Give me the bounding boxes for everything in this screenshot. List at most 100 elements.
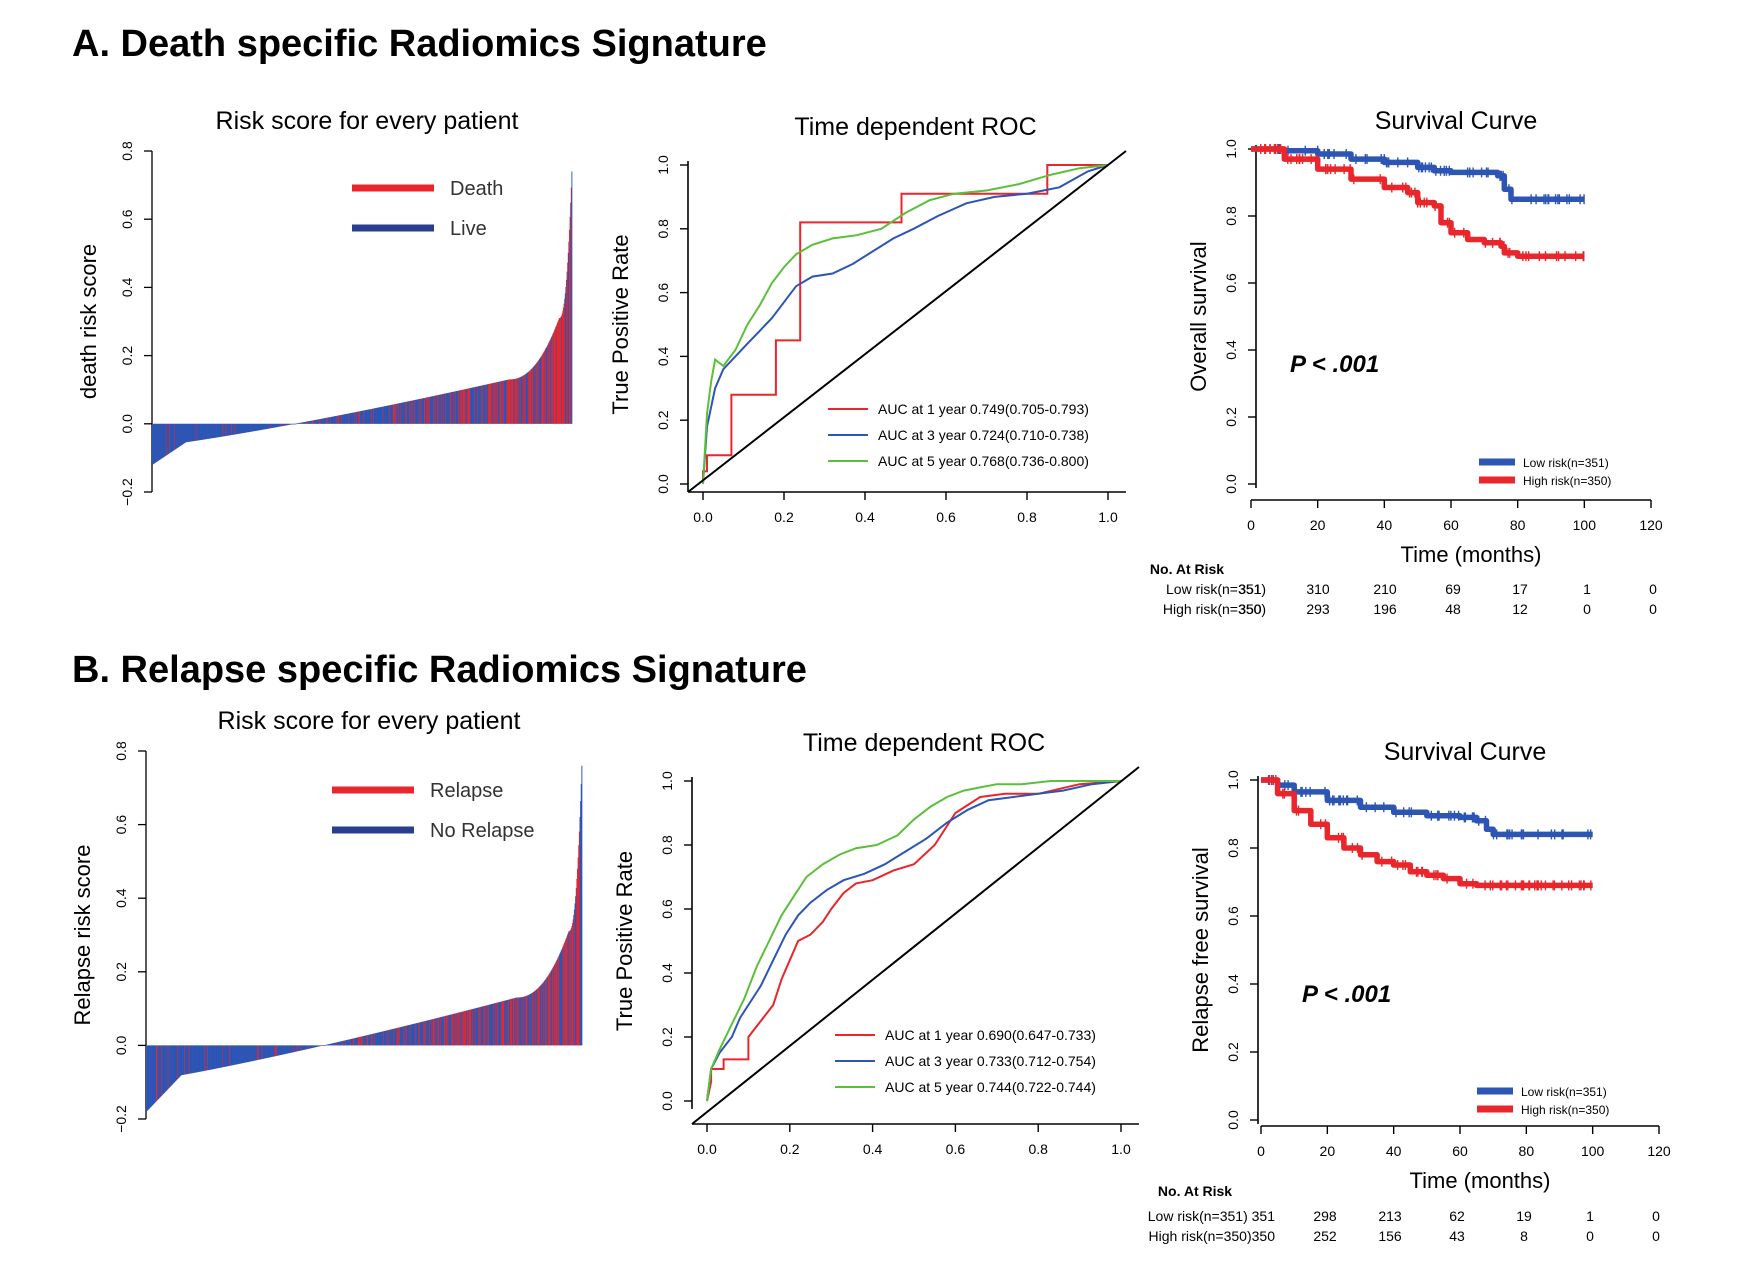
waterfall-bar — [389, 405, 391, 424]
waterfall-bar — [452, 391, 454, 424]
roc-legend-label: AUC at 1 year 0.749(0.705-0.793) — [878, 401, 1089, 417]
waterfall-bar — [379, 1032, 381, 1046]
waterfall-bar — [486, 384, 488, 424]
waterfall-bar — [486, 1005, 488, 1046]
waterfall-bar — [195, 423, 197, 441]
waterfall-bar — [249, 423, 251, 432]
waterfall-bar — [249, 423, 251, 432]
waterfall-bar — [528, 371, 530, 424]
waterfall-bar — [490, 383, 492, 424]
waterfall-bar — [248, 423, 250, 433]
waterfall-bar — [374, 1033, 376, 1046]
waterfall-bar — [375, 1033, 377, 1046]
waterfall-bar — [292, 1045, 294, 1053]
waterfall-bar — [159, 423, 161, 460]
waterfall-bar — [531, 993, 532, 1046]
waterfall-bar — [266, 423, 268, 429]
waterfall-bar — [455, 1013, 457, 1046]
waterfall-bar — [213, 423, 215, 438]
waterfall-bar — [378, 407, 380, 424]
waterfall-bar — [279, 1045, 281, 1056]
waterfall-bar — [501, 380, 503, 424]
km-x-tick-label: 120 — [1639, 517, 1663, 533]
roc-title: Time dependent ROC — [794, 113, 1036, 141]
waterfall-bar — [480, 1007, 481, 1046]
waterfall-bar — [223, 1045, 225, 1068]
waterfall-bar — [429, 396, 431, 424]
km-xlabel: Time (months) — [1401, 542, 1542, 567]
waterfall-bar — [559, 953, 561, 1046]
waterfall-bar — [512, 998, 514, 1046]
waterfall-bar — [367, 409, 369, 424]
waterfall-bar — [423, 398, 425, 424]
waterfall-bar — [418, 399, 419, 424]
waterfall-bar — [499, 381, 501, 424]
waterfall-bar — [336, 1042, 338, 1046]
km-censor-marks — [1267, 775, 1592, 840]
waterfall-bar — [484, 1005, 486, 1046]
roc-y-tick-label: 0.4 — [659, 963, 675, 983]
waterfall-y-tick-label: 0.0 — [113, 1035, 129, 1055]
at-risk-value: 298 — [1313, 1208, 1337, 1224]
km-y-tick-label: 1.0 — [1225, 770, 1241, 790]
waterfall-bar — [282, 1045, 284, 1055]
waterfall-bar — [516, 378, 518, 424]
waterfall-bar — [322, 1045, 323, 1046]
waterfall-bar — [211, 423, 213, 439]
waterfall-bar — [152, 423, 154, 465]
waterfall-bar — [460, 1012, 462, 1046]
waterfall-bar — [524, 374, 526, 424]
waterfall-bar — [343, 414, 345, 424]
waterfall-bar — [516, 997, 518, 1046]
waterfall-bar — [440, 1017, 442, 1046]
waterfall-bar — [302, 1045, 304, 1051]
waterfall-bar — [570, 202, 572, 424]
waterfall-bar — [211, 1045, 213, 1070]
waterfall-bar — [241, 1045, 243, 1064]
waterfall-bar — [531, 368, 533, 424]
waterfall-bar — [514, 998, 516, 1046]
waterfall-bar — [539, 985, 541, 1046]
waterfall-bar — [331, 1043, 333, 1046]
waterfall-bar — [261, 423, 262, 430]
waterfall-bar — [509, 379, 511, 424]
waterfall-bar — [285, 423, 286, 426]
waterfall-bar — [481, 1006, 483, 1046]
waterfall-bar — [426, 397, 428, 424]
waterfall-bar — [524, 374, 526, 424]
waterfall-bar — [417, 399, 419, 424]
waterfall-bar — [210, 423, 212, 439]
waterfall-bar — [274, 1045, 276, 1057]
waterfall-bar — [512, 379, 514, 424]
waterfall-bar — [170, 1045, 172, 1087]
waterfall-bar — [313, 420, 315, 424]
waterfall-bar — [366, 409, 368, 424]
waterfall-bar — [482, 1006, 484, 1046]
waterfall-bar — [368, 1034, 370, 1046]
section-title-b: B. Relapse specific Radiomics Signature — [72, 649, 807, 691]
waterfall-bar — [277, 423, 279, 427]
waterfall-bar — [396, 1028, 397, 1046]
waterfall-bar — [534, 991, 536, 1046]
waterfall-bar — [374, 408, 376, 424]
waterfall-bar — [255, 1045, 257, 1061]
waterfall-bar — [221, 1045, 223, 1068]
waterfall-bar — [425, 1020, 427, 1046]
waterfall-bar — [232, 423, 234, 435]
waterfall-bar — [436, 395, 438, 424]
waterfall-bar — [415, 399, 416, 424]
waterfall-bar — [203, 1045, 205, 1071]
waterfall-bar — [488, 1004, 490, 1046]
waterfall-bar — [347, 413, 349, 424]
waterfall-bar — [229, 1045, 231, 1066]
waterfall-bar — [217, 423, 219, 438]
waterfall-bar — [562, 310, 564, 424]
waterfall-bar — [351, 1038, 353, 1046]
waterfall-bar — [406, 401, 407, 424]
waterfall-bar — [382, 1031, 384, 1046]
waterfall-bar — [285, 1045, 287, 1054]
waterfall-bar — [172, 423, 174, 452]
waterfall-bar — [159, 1045, 161, 1098]
waterfall-bar — [483, 384, 485, 424]
waterfall-bar — [528, 371, 530, 424]
